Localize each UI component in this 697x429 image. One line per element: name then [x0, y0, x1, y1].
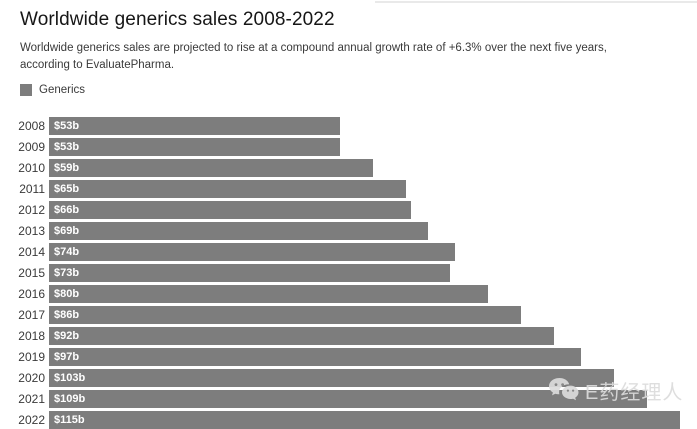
- bar-track: $74b: [49, 243, 680, 261]
- bar-value-label: $65b: [54, 183, 80, 195]
- year-label: 2018: [18, 329, 45, 343]
- bar: $53b: [49, 117, 340, 135]
- bar-track: $109b: [49, 390, 680, 408]
- bar-track: $73b: [49, 264, 680, 282]
- legend: Generics: [20, 84, 697, 96]
- bar: $66b: [49, 201, 412, 219]
- bar-row: 2017 $86b: [18, 306, 680, 324]
- bar-row: 2018 $92b: [18, 327, 680, 345]
- bar-value-label: $74b: [54, 246, 80, 258]
- bar-value-label: $92b: [54, 330, 80, 342]
- bar-row: 2019 $97b: [18, 348, 680, 366]
- year-label: 2009: [18, 140, 45, 154]
- bar: $65b: [49, 180, 406, 198]
- year-label: 2021: [18, 392, 45, 406]
- legend-swatch-icon: [20, 84, 32, 96]
- bar-value-label: $103b: [54, 372, 86, 384]
- bar-row: 2015 $73b: [18, 264, 680, 282]
- bar: $115b: [49, 411, 680, 429]
- bar-value-label: $53b: [54, 120, 80, 132]
- top-border-line: [375, 1, 697, 3]
- year-label: 2015: [18, 266, 45, 280]
- year-label: 2010: [18, 161, 45, 175]
- year-label: 2011: [19, 182, 45, 196]
- bar-track: $80b: [49, 285, 680, 303]
- bar-row: 2012 $66b: [18, 201, 680, 219]
- year-label: 2014: [18, 245, 45, 259]
- year-label: 2012: [18, 203, 45, 217]
- year-label: 2008: [18, 119, 45, 133]
- bar: $109b: [49, 390, 648, 408]
- bar: $97b: [49, 348, 582, 366]
- bar-row: 2014 $74b: [18, 243, 680, 261]
- year-label: 2016: [18, 287, 45, 301]
- bar: $92b: [49, 327, 554, 345]
- bar-track: $53b: [49, 138, 680, 156]
- legend-label: Generics: [39, 84, 86, 96]
- year-label: 2022: [18, 413, 45, 427]
- bar-row: 2009 $53b: [18, 138, 680, 156]
- year-label: 2013: [18, 224, 45, 238]
- year-label: 2019: [18, 350, 45, 364]
- bar: $74b: [49, 243, 456, 261]
- bar: $86b: [49, 306, 521, 324]
- bar-row: 2011 $65b: [18, 180, 680, 198]
- bar-track: $59b: [49, 159, 680, 177]
- bar-value-label: $53b: [54, 141, 80, 153]
- bar-value-label: $97b: [54, 351, 80, 363]
- bar: $103b: [49, 369, 615, 387]
- bar: $80b: [49, 285, 488, 303]
- bar-value-label: $115b: [54, 414, 85, 426]
- bar-row: 2022 $115b: [18, 411, 680, 429]
- bar-row: 2008 $53b: [18, 117, 680, 135]
- bar-track: $86b: [49, 306, 680, 324]
- bar-row: 2016 $80b: [18, 285, 680, 303]
- bar: $53b: [49, 138, 340, 156]
- bar-value-label: $69b: [54, 225, 80, 237]
- bar-row: 2013 $69b: [18, 222, 680, 240]
- bar-value-label: $86b: [54, 309, 80, 321]
- bar-value-label: $73b: [54, 267, 80, 279]
- bar-value-label: $59b: [54, 162, 80, 174]
- bar-rows: 2008 $53b 2009 $53b 2010 $59b 2011 $65b 2012 $66b…: [0, 117, 697, 429]
- bar-row: 2010 $59b: [18, 159, 680, 177]
- bar-track: $97b: [49, 348, 680, 366]
- bar-track: $103b: [49, 369, 680, 387]
- bar-track: $69b: [49, 222, 680, 240]
- chart-subtitle: Worldwide generics sales are projected t…: [20, 42, 607, 71]
- bar-track: $66b: [49, 201, 680, 219]
- bar-row: 2021 $109b: [18, 390, 680, 408]
- bar-track: $65b: [49, 180, 680, 198]
- bar: $69b: [49, 222, 428, 240]
- bar: $59b: [49, 159, 373, 177]
- year-label: 2017: [18, 308, 45, 322]
- bar-track: $53b: [49, 117, 680, 135]
- bar-row: 2020 $103b: [18, 369, 680, 387]
- bar-value-label: $66b: [54, 204, 80, 216]
- bar: $73b: [49, 264, 450, 282]
- bar-value-label: $80b: [54, 288, 80, 300]
- bar-track: $92b: [49, 327, 680, 345]
- year-label: 2020: [18, 371, 45, 385]
- bar-value-label: $109b: [54, 393, 86, 405]
- chart-title: Worldwide generics sales 2008-2022: [20, 9, 335, 30]
- bar-track: $115b: [49, 411, 680, 429]
